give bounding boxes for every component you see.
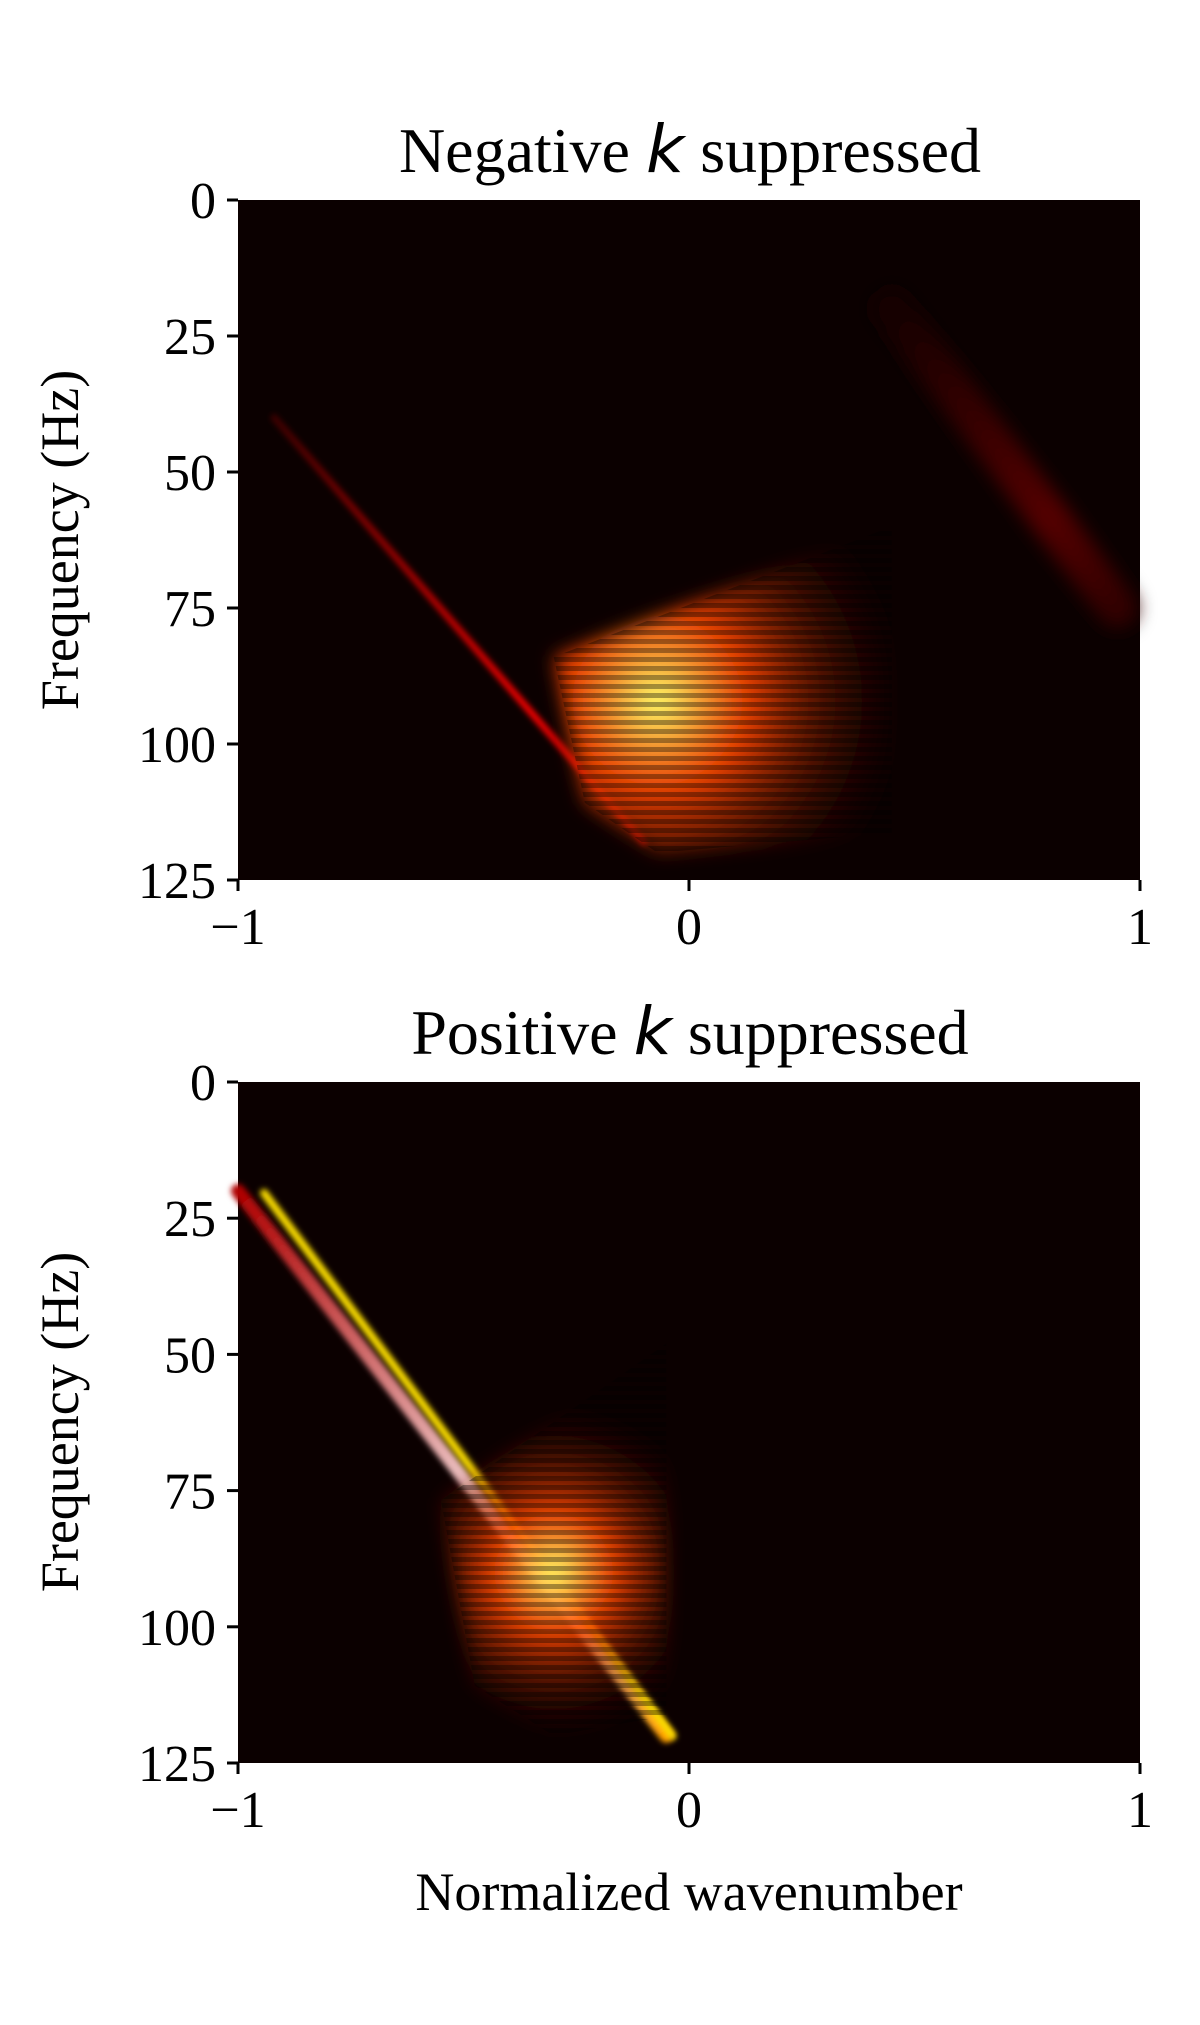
energy-fan-striations [440,1343,667,1736]
heatmap-image-top [270,288,1138,853]
x-tick-label: 0 [676,899,702,956]
y-axis-label-bottom: Frequency (Hz) [30,1252,90,1592]
chart-title-bottom: Positive k suppressed [411,993,968,1070]
x-tick-label: −1 [210,899,265,956]
y-axis-label-top: Frequency (Hz) [30,370,90,710]
dispersion-line [871,288,1138,628]
y-tick-label: 25 [164,1191,216,1248]
y-tick-label: 100 [138,1600,216,1657]
y-tick-label: 75 [164,1464,216,1521]
y-tick-label: 100 [138,717,216,774]
chart-title-top: Negative k suppressed [399,111,981,188]
y-tick-label: 0 [190,1055,216,1112]
x-tick-label: −1 [210,1782,265,1839]
x-tick-label: 1 [1127,1782,1153,1839]
plot-area-bottom [238,1082,1140,1763]
heatmap-image-bottom [231,1183,677,1743]
y-tick-label: 75 [164,581,216,638]
energy-fan-striations [553,526,892,853]
heatmap-panel-bottom: Positive k suppressed 0 25 50 75 100 125 −1 0 1… [30,993,1153,1922]
x-axis-label-bottom: Normalized wavenumber [415,1862,962,1922]
x-tick-label: 0 [676,1782,702,1839]
y-tick-label: 50 [164,1327,216,1384]
y-tick-label: 0 [190,173,216,230]
y-tick-label: 50 [164,445,216,502]
y-tick-label: 125 [138,853,216,910]
y-tick-label: 25 [164,309,216,366]
y-tick-label: 125 [138,1736,216,1793]
heatmap-panel-top: Negative k suppressed 0 25 50 75 100 125 −1 0 1… [30,111,1153,956]
x-tick-label: 1 [1127,899,1153,956]
